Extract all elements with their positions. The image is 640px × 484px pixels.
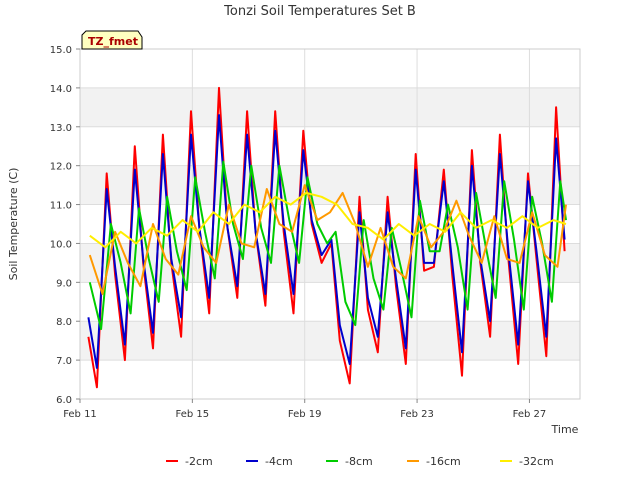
series-line-minus-8cm — [88, 160, 567, 330]
y-tick-label: 6.0 — [56, 395, 72, 406]
legend-label: -8cm — [345, 455, 373, 468]
x-tick-label: Feb 15 — [176, 409, 210, 420]
tz-fmet-annotation: TZ_fmet — [81, 30, 143, 50]
y-tick-label: 11.0 — [50, 201, 72, 212]
series-layer — [87, 86, 567, 389]
plot-background — [80, 49, 580, 399]
y-tick-label: 15.0 — [50, 45, 72, 56]
annotation-box — [81, 30, 143, 50]
legend: -2cm -4cm -8cm -16cm -32cm — [166, 455, 554, 468]
axes: 6.0 7.0 8.0 9.0 10.0 11.0 12.0 13.0 14.0 15.0 Feb … — [50, 45, 581, 420]
x-tick-label: Feb 19 — [288, 409, 322, 420]
x-tick-label: Feb 11 — [63, 409, 97, 420]
y-tick-label: 7.0 — [56, 356, 72, 367]
y-tick-label: 8.0 — [56, 317, 72, 328]
x-axis-label: Time — [551, 423, 579, 436]
plot-frame — [79, 48, 581, 400]
legend-label: -16cm — [426, 455, 461, 468]
legend-label: -32cm — [519, 455, 554, 468]
y-tick-label: 12.0 — [50, 162, 72, 173]
y-tick-label: 14.0 — [50, 84, 72, 95]
y-tick-label: 13.0 — [50, 123, 72, 134]
series-line-minus-16cm — [88, 184, 567, 295]
y-axis-label: Soil Temperature (C) — [7, 168, 20, 281]
legend-label: -2cm — [185, 455, 213, 468]
plot-band — [80, 87, 580, 127]
series-line-minus-32cm — [89, 191, 567, 249]
annotation-label: TZ_fmet — [88, 35, 138, 48]
legend-label: -4cm — [265, 455, 293, 468]
x-tick-label: Feb 27 — [513, 409, 547, 420]
x-tick-label: Feb 23 — [400, 409, 434, 420]
y-tick-label: 10.0 — [50, 239, 72, 250]
chart-title: Tonzi Soil Temperatures Set B — [223, 4, 416, 19]
plot-band — [80, 321, 580, 361]
y-tick-label: 9.0 — [56, 278, 72, 289]
